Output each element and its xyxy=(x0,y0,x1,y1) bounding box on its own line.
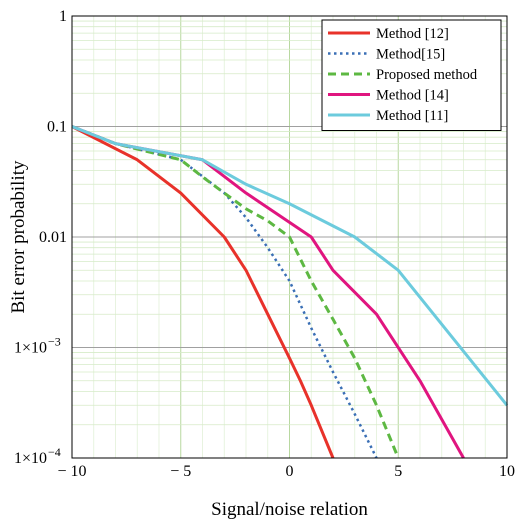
y-tick-label: 0.01 xyxy=(39,229,67,246)
legend-box xyxy=(321,19,502,131)
y-tick-label: 1×10 xyxy=(14,450,47,467)
series-line-1 xyxy=(71,125,335,459)
x-tick-label: 5 xyxy=(394,463,402,480)
x-tick-label: 10 xyxy=(499,463,515,480)
legend: Method [12] Method[15] Proposed method Meth… xyxy=(321,19,502,131)
legend-label: Proposed method xyxy=(376,67,478,83)
y-axis-label: Bit error probability xyxy=(8,160,29,314)
x-tick-label: 0 xyxy=(286,463,294,480)
legend-label: Method [11] xyxy=(376,108,448,124)
legend-label: Method[15] xyxy=(376,47,445,63)
y-tick-label: 0.1 xyxy=(47,119,67,136)
series-lines xyxy=(71,125,509,459)
y-tick-exponent: −4 xyxy=(48,445,61,459)
y-tick-label: 1×10 xyxy=(14,340,47,357)
x-tick-label: − 10 xyxy=(57,463,86,480)
series-line-3 xyxy=(71,125,400,459)
x-axis-label: Signal/noise relation xyxy=(211,499,368,520)
y-tick-exponent: −3 xyxy=(48,335,61,349)
series-line-5 xyxy=(71,125,509,407)
legend-label: Method [12] xyxy=(376,26,449,42)
y-tick-label: 1 xyxy=(59,8,67,25)
plot-frame xyxy=(71,15,508,459)
legend-label: Method [14] xyxy=(376,88,449,104)
x-tick-label: − 5 xyxy=(170,463,191,480)
